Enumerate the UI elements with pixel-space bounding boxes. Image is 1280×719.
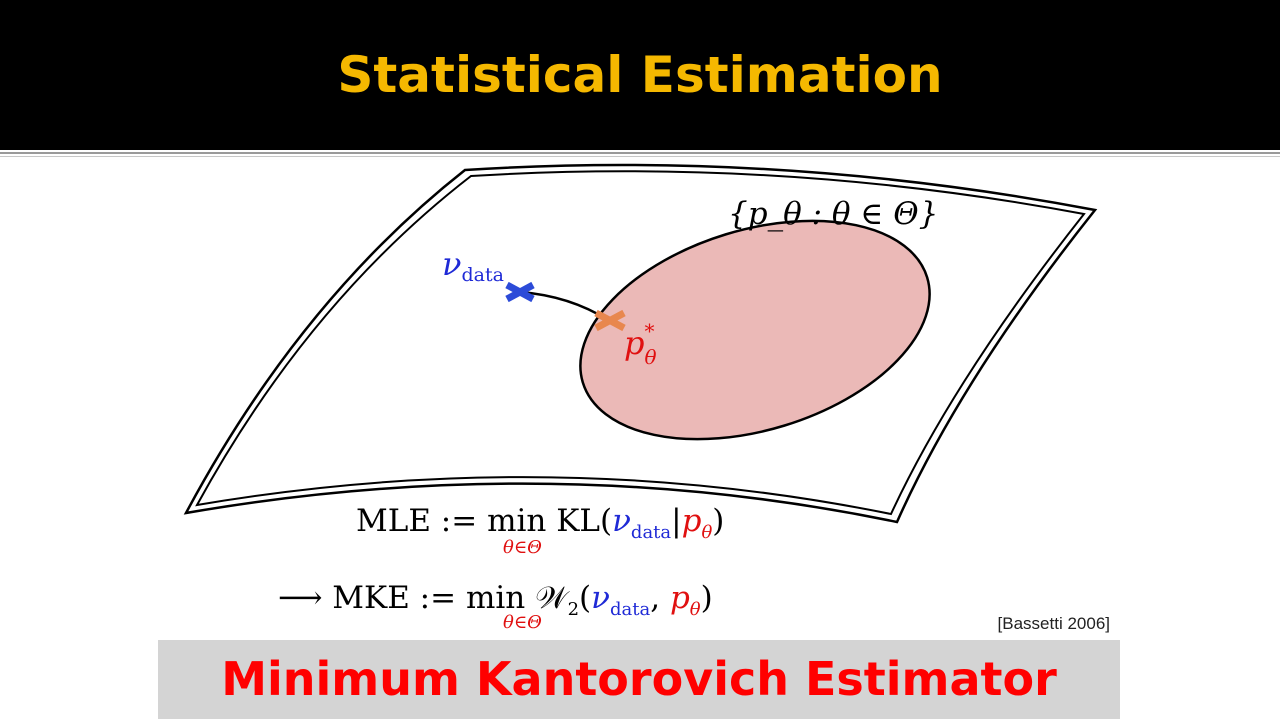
- optimum-point-marker: [594, 309, 626, 332]
- data-label: νdata: [442, 245, 504, 286]
- model-space-sheet-inner: [195, 170, 1086, 516]
- title-underline-thin: [0, 156, 1280, 157]
- mle-lhs: MLE := min KL(: [356, 503, 613, 539]
- mke-sep: ,: [650, 580, 670, 616]
- mle-close: ): [712, 503, 725, 539]
- mke-lhs: ⟶ MKE := min 𝒲: [278, 580, 568, 616]
- model-family-set: [579, 219, 931, 441]
- model-family-label: {p_θ : θ ∈ Θ}: [728, 196, 938, 232]
- mle-nu-sub: data: [630, 522, 672, 544]
- mle-sep: |: [671, 503, 682, 539]
- mle-p: p: [681, 503, 702, 539]
- mle-argmin-subscript: θ∈Θ: [503, 537, 542, 558]
- title-underline: [0, 152, 1280, 154]
- parameter-space-diagram: {p_θ : θ ∈ Θ} νdata p* θ: [183, 163, 1098, 524]
- mke-argmin-subscript: θ∈Θ: [503, 612, 542, 633]
- mke-equation: ⟶ MKE := min 𝒲2(νdata, pθ): [278, 580, 713, 620]
- optimum-label-symbol: p: [624, 324, 644, 362]
- data-point-marker: [505, 281, 535, 303]
- mke-p-sub: θ: [689, 599, 701, 621]
- mke-close: ): [700, 580, 713, 616]
- mke-open: (: [579, 580, 592, 616]
- optimum-label-sub: θ: [644, 345, 656, 369]
- mke-nu-sub: data: [610, 599, 651, 621]
- mke-w-sub: 2: [567, 599, 580, 621]
- mle-p-sub: θ: [701, 522, 713, 544]
- data-label-symbol: ν: [442, 245, 461, 283]
- data-label-sub: data: [461, 264, 503, 286]
- optimum-label: p* θ: [624, 319, 657, 369]
- banner-text: Minimum Kantorovich Estimator: [221, 652, 1057, 706]
- slide-title: Statistical Estimation: [337, 46, 943, 104]
- title-bar: Statistical Estimation: [0, 0, 1280, 150]
- mke-p: p: [669, 580, 690, 616]
- mle-equation: MLE := min KL(νdata|pθ): [356, 503, 724, 543]
- citation: [Bassetti 2006]: [997, 614, 1110, 633]
- mle-nu: ν: [612, 503, 631, 539]
- optimum-label-sup: *: [644, 319, 654, 343]
- mke-nu: ν: [591, 580, 610, 616]
- banner: Minimum Kantorovich Estimator: [158, 640, 1120, 719]
